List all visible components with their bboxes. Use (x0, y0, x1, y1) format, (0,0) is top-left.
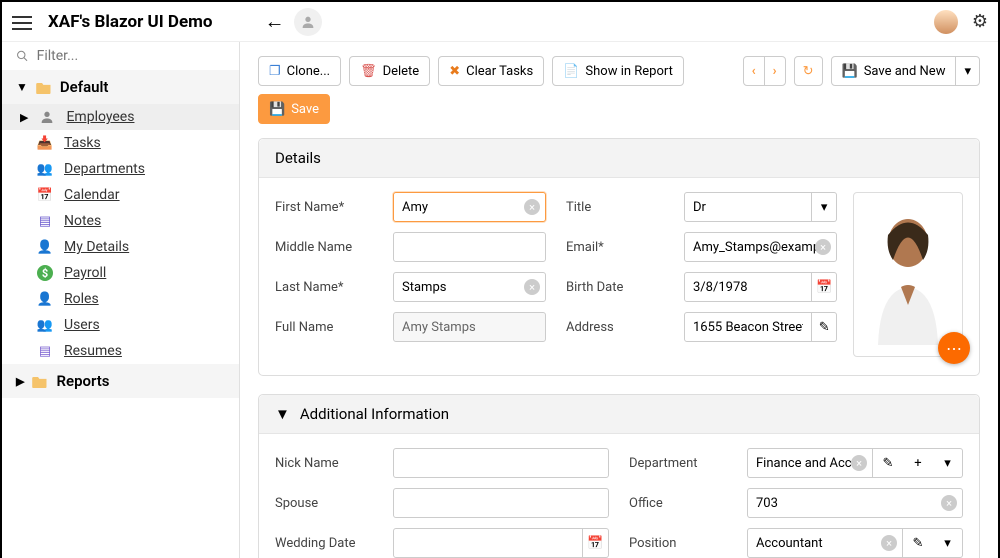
delete-button[interactable]: 🗑Delete (349, 56, 430, 86)
clear-icon[interactable]: × (524, 279, 540, 295)
full-name-input (393, 312, 546, 342)
sidebar-item-tasks[interactable]: 📥 Tasks (2, 130, 239, 156)
toolbar: ❐Clone... 🗑Delete ✖Clear Tasks 📄Show in … (258, 56, 980, 124)
details-panel: Details First Name* × Middle Name Last N… (258, 138, 980, 376)
photo-actions-button[interactable]: ⋯ (938, 332, 970, 364)
folder-icon (32, 375, 48, 388)
nick-name-input[interactable] (393, 448, 609, 478)
title-input[interactable] (684, 192, 812, 222)
clear-tasks-button[interactable]: ✖Clear Tasks (438, 56, 544, 86)
birth-date-input[interactable] (684, 272, 812, 302)
additional-panel: ▼ Additional Information Nick Name Spous… (258, 394, 980, 558)
app-title: XAF's Blazor UI Demo (48, 12, 212, 32)
edit-button[interactable]: ✎ (812, 312, 837, 342)
show-in-report-button[interactable]: 📄Show in Report (552, 56, 684, 86)
role-icon: 👤 (36, 291, 54, 307)
clear-icon[interactable]: × (881, 535, 897, 551)
clear-icon[interactable]: × (815, 239, 831, 255)
tree-group-label: Reports (56, 372, 109, 390)
chevron-left-icon: ‹ (752, 64, 756, 79)
sidebar-item-employees[interactable]: ▶ Employees (2, 104, 239, 130)
save-and-new-button[interactable]: 💾Save and New (831, 56, 957, 86)
filter-input[interactable] (37, 48, 225, 64)
panel-title: Additional Information (300, 405, 449, 423)
topbar: XAF's Blazor UI Demo ← Employee Amy Stam… (2, 2, 998, 42)
sidebar-item-calendar[interactable]: 📅 Calendar (2, 182, 239, 208)
inbox-icon: 📥 (36, 135, 54, 151)
tree-group-label: Default (60, 78, 109, 96)
employee-photo (868, 205, 948, 345)
chevron-right-icon[interactable]: ▶ (20, 111, 28, 124)
edit-button[interactable]: ✎ (903, 528, 933, 558)
sidebar-item-notes[interactable]: ▤ Notes (2, 208, 239, 234)
prev-button[interactable]: ‹ (743, 56, 765, 86)
middle-name-input[interactable] (393, 232, 546, 262)
doc-icon: ▤ (36, 343, 54, 359)
save-new-icon: 💾 (842, 64, 858, 79)
edit-button[interactable]: ✎ (873, 448, 903, 478)
caret-down-icon: ▾ (964, 64, 971, 79)
tree-group-reports[interactable]: ▶ Reports (2, 364, 239, 398)
search-icon (16, 49, 29, 63)
calendar-button[interactable]: 📅 (812, 272, 837, 302)
save-icon: 💾 (269, 102, 285, 117)
refresh-button[interactable]: ↻ (794, 56, 823, 86)
sidebar-item-roles[interactable]: 👤 Roles (2, 286, 239, 312)
content: ❐Clone... 🗑Delete ✖Clear Tasks 📄Show in … (240, 42, 998, 558)
entity-avatar-icon (294, 8, 322, 36)
user-avatar[interactable] (934, 10, 958, 34)
chevron-down-icon[interactable]: ▼ (275, 405, 290, 423)
office-input[interactable] (747, 488, 963, 518)
chevron-down-icon[interactable]: ▼ (16, 80, 28, 94)
sidebar-item-resumes[interactable]: ▤ Resumes (2, 338, 239, 364)
sidebar-item-payroll[interactable]: $ Payroll (2, 260, 239, 286)
save-and-new-dropdown[interactable]: ▾ (955, 56, 980, 86)
dropdown-button[interactable]: ▾ (812, 192, 837, 222)
next-button[interactable]: › (764, 56, 786, 86)
sidebar-item-departments[interactable]: 👥 Departments (2, 156, 239, 182)
photo-box: ⋯ (853, 192, 963, 357)
clear-icon: ✖ (449, 64, 460, 79)
back-arrow-icon[interactable]: ← (264, 9, 284, 34)
add-button[interactable]: + (903, 448, 933, 478)
panel-title: Details (275, 149, 321, 167)
menu-icon[interactable] (12, 12, 32, 32)
sidebar-item-users[interactable]: 👥 Users (2, 312, 239, 338)
sidebar: ▼ Default ▶ Employees 📥 Tasks 👥 Departme… (2, 42, 240, 558)
chevron-right-icon[interactable]: ▶ (16, 375, 24, 388)
dropdown-button[interactable]: ▾ (933, 528, 963, 558)
spouse-input[interactable] (393, 488, 609, 518)
tree-group-default[interactable]: ▼ Default (2, 70, 239, 104)
refresh-icon: ↻ (803, 64, 814, 79)
notes-icon: ▤ (36, 213, 54, 229)
sidebar-item-label[interactable]: Employees (66, 109, 134, 125)
wedding-date-input[interactable] (393, 528, 583, 558)
sidebar-item-mydetails[interactable]: 👤 My Details (2, 234, 239, 260)
clear-icon[interactable]: × (524, 199, 540, 215)
address-input[interactable] (684, 312, 812, 342)
report-icon: 📄 (563, 64, 579, 79)
person-icon (38, 109, 56, 125)
mydetails-icon: 👤 (36, 239, 54, 255)
calendar-icon: 📅 (36, 187, 54, 203)
position-input[interactable] (747, 528, 903, 558)
clear-icon[interactable]: × (941, 495, 957, 511)
clear-icon[interactable]: × (851, 455, 867, 471)
calendar-button[interactable]: 📅 (583, 528, 609, 558)
users-icon: 👥 (36, 317, 54, 333)
chevron-right-icon: › (773, 64, 777, 79)
clone-icon: ❐ (269, 64, 281, 79)
sitemap-icon: 👥 (36, 161, 54, 177)
clone-button[interactable]: ❐Clone... (258, 56, 341, 86)
folder-icon (36, 81, 52, 94)
settings-icon[interactable]: ⚙ (972, 11, 988, 32)
save-button[interactable]: 💾Save (258, 94, 330, 124)
dropdown-button[interactable]: ▾ (933, 448, 963, 478)
trash-icon: 🗑 (360, 64, 377, 79)
dollar-icon: $ (36, 265, 54, 281)
